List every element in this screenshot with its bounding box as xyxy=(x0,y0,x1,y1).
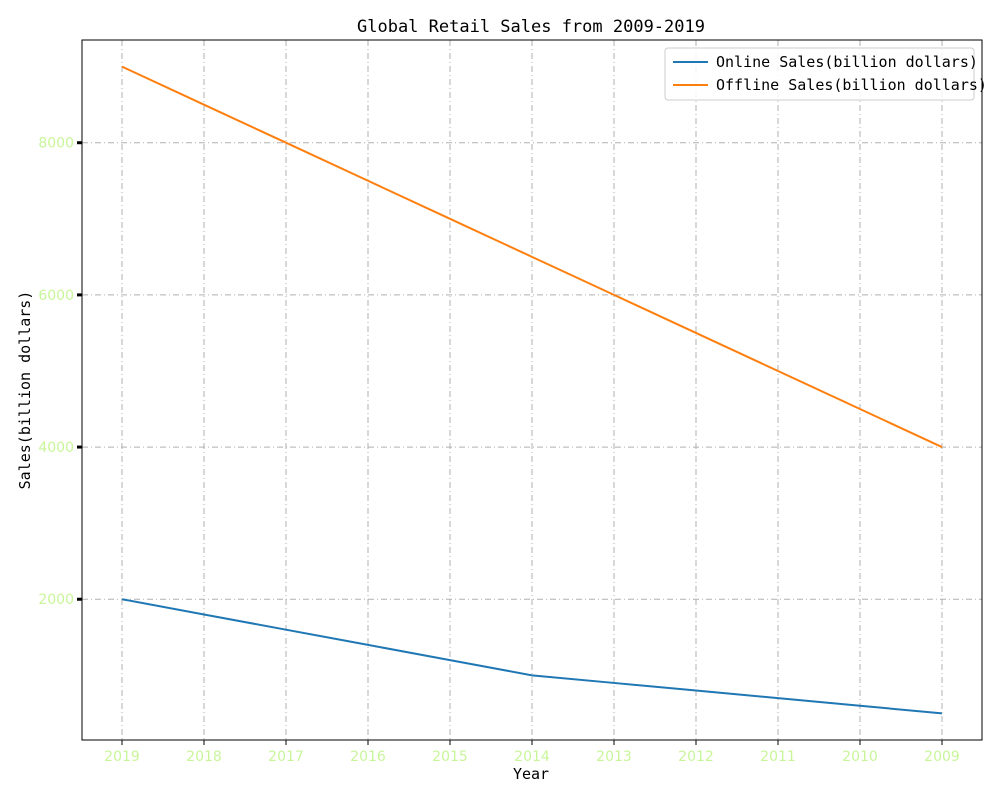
series-line-offline xyxy=(121,65,943,448)
legend-box xyxy=(664,47,975,101)
x-tick-label: 2017 xyxy=(268,749,304,765)
grid xyxy=(82,40,982,740)
y-tick-label: 6000 xyxy=(38,288,74,304)
chart-title: Global Retail Sales from 2009-2019 xyxy=(357,17,705,37)
x-tick-label: 2010 xyxy=(842,749,878,765)
x-tick-label: 2016 xyxy=(350,749,386,765)
x-tick-label: 2014 xyxy=(514,749,550,765)
y-tick-label: 8000 xyxy=(38,136,74,152)
x-tick-label: 2019 xyxy=(104,749,140,765)
legend-label: Offline Sales(billion dollars) xyxy=(716,76,987,94)
x-tick-label: 2013 xyxy=(596,749,632,765)
x-tick-label: 2011 xyxy=(760,749,796,765)
y-tick-label: 2000 xyxy=(38,592,74,608)
x-tick-label: 2012 xyxy=(678,749,714,765)
y-tick-label: 4000 xyxy=(38,440,74,456)
x-tick-label: 2018 xyxy=(186,749,222,765)
series-line-online xyxy=(121,598,943,715)
y-axis-label: Sales(billion dollars) xyxy=(16,291,34,490)
x-axis-label: Year xyxy=(513,765,549,783)
x-tick-label: 2015 xyxy=(432,749,468,765)
series-layer xyxy=(121,65,943,715)
ticks: 2019 2018 2017 2016 2015 2014 2013 2012 2011 2010… xyxy=(38,136,959,765)
legend: Online Sales(billion dollars) Offline Sal… xyxy=(664,47,987,101)
legend-label: Online Sales(billion dollars) xyxy=(716,53,978,71)
x-tick-label: 2009 xyxy=(924,749,960,765)
